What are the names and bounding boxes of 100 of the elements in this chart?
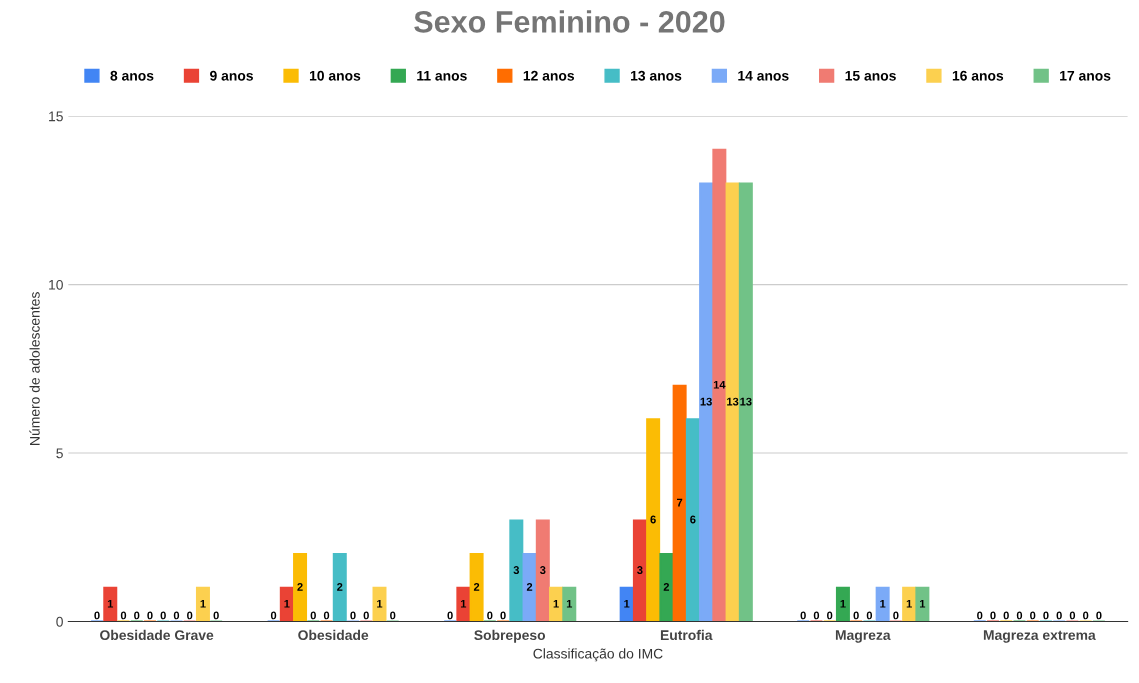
data-label: 1 [284, 599, 290, 608]
data-label: 2 [526, 582, 533, 591]
bar [646, 418, 661, 622]
bar [712, 148, 727, 622]
data-label: 0 [1083, 611, 1089, 620]
bar [522, 553, 537, 622]
data-label: 0 [1043, 611, 1049, 620]
data-label: 0 [1003, 611, 1009, 620]
data-label: 0 [270, 611, 277, 620]
bar [469, 553, 484, 622]
data-label: 0 [500, 611, 506, 620]
data-label: 1 [460, 599, 467, 608]
data-label: 0 [990, 611, 996, 620]
chart-title: Sexo Feminino - 2020 [414, 10, 725, 33]
data-label: 0 [94, 611, 100, 620]
legend-label: 13 anos [631, 70, 682, 81]
data-label: 1 [553, 599, 559, 608]
data-label: 2 [663, 582, 670, 591]
bar [659, 553, 674, 622]
y-tick-label: 0 [56, 616, 63, 627]
data-label: 0 [160, 611, 166, 620]
data-label: 0 [187, 611, 193, 620]
bar [685, 418, 700, 622]
data-label: 0 [147, 611, 153, 620]
bar [372, 586, 387, 622]
data-label: 14 [713, 380, 726, 389]
legend-label: 15 anos [845, 70, 896, 81]
data-label: 0 [800, 611, 806, 620]
x-tick-label: Eutrofia [660, 629, 713, 641]
bar [293, 553, 308, 622]
data-label: 1 [566, 599, 573, 608]
x-tick-label: Obesidade [298, 629, 369, 641]
x-tick-label: Sobrepeso [474, 629, 546, 643]
data-label: 0 [323, 611, 330, 620]
bar [875, 586, 890, 622]
data-label: 1 [624, 599, 630, 608]
data-label: 0 [813, 611, 820, 620]
data-label: 0 [487, 611, 493, 620]
data-label: 1 [919, 599, 926, 608]
bar [835, 586, 850, 622]
data-label: 2 [473, 582, 480, 591]
bar [195, 586, 210, 622]
data-label: 1 [840, 599, 846, 608]
bar [562, 586, 577, 622]
legend-label: 14 anos [738, 70, 789, 81]
data-label: 1 [880, 599, 886, 608]
data-label: 1 [906, 599, 912, 608]
data-label: 0 [853, 611, 859, 620]
bar [456, 586, 471, 622]
data-label: 0 [363, 611, 369, 620]
bar [699, 182, 714, 622]
data-label: 0 [866, 611, 873, 620]
data-label: 1 [377, 599, 383, 608]
data-label: 3 [637, 566, 643, 574]
bar [509, 519, 524, 622]
data-label: 0 [977, 611, 983, 620]
bar [103, 586, 118, 622]
data-label: 6 [650, 515, 656, 524]
legend-label: 12 anos [523, 70, 575, 81]
data-label: 0 [120, 611, 127, 620]
data-label: 7 [677, 498, 683, 507]
legend-label: 17 anos [1060, 70, 1111, 81]
legend-label: 16 anos [952, 70, 1004, 81]
x-tick-label: Obesidade Grave [100, 629, 214, 641]
data-label: 6 [690, 515, 696, 524]
bar [672, 384, 687, 622]
y-tick-label: 15 [49, 111, 63, 122]
legend-label: 10 anos [309, 70, 361, 81]
data-label: 3 [539, 566, 546, 574]
data-label: 0 [1056, 611, 1062, 620]
data-label: 0 [350, 611, 356, 620]
x-tick-label: Magreza extrema [983, 630, 1096, 643]
data-label: 0 [1096, 611, 1102, 620]
y-axis-title: Número de adolescentes [29, 292, 40, 445]
data-label: 0 [213, 611, 219, 620]
data-label: 0 [827, 611, 833, 620]
data-label: 0 [134, 611, 140, 620]
data-label: 2 [297, 582, 303, 591]
bar [725, 182, 740, 622]
data-label: 0 [447, 611, 453, 620]
x-tick-label: Magreza [835, 630, 891, 643]
legend-label: 9 anos [210, 70, 253, 81]
data-label: 13 [700, 397, 712, 406]
data-label: 1 [200, 599, 206, 608]
data-label: 0 [310, 611, 316, 620]
data-label: 0 [173, 611, 180, 620]
data-label: 2 [337, 582, 343, 591]
y-tick-label: 10 [49, 279, 63, 290]
bar [632, 519, 647, 622]
bar [535, 519, 550, 622]
bar [332, 553, 347, 622]
data-label: 3 [513, 566, 520, 574]
bar [915, 586, 930, 622]
data-label: 0 [1016, 611, 1023, 620]
data-label: 0 [1069, 611, 1076, 620]
data-label: 13 [740, 397, 752, 406]
data-label: 0 [390, 611, 396, 620]
data-label: 0 [893, 611, 899, 620]
data-label: 13 [727, 397, 739, 406]
data-label: 1 [107, 599, 114, 608]
